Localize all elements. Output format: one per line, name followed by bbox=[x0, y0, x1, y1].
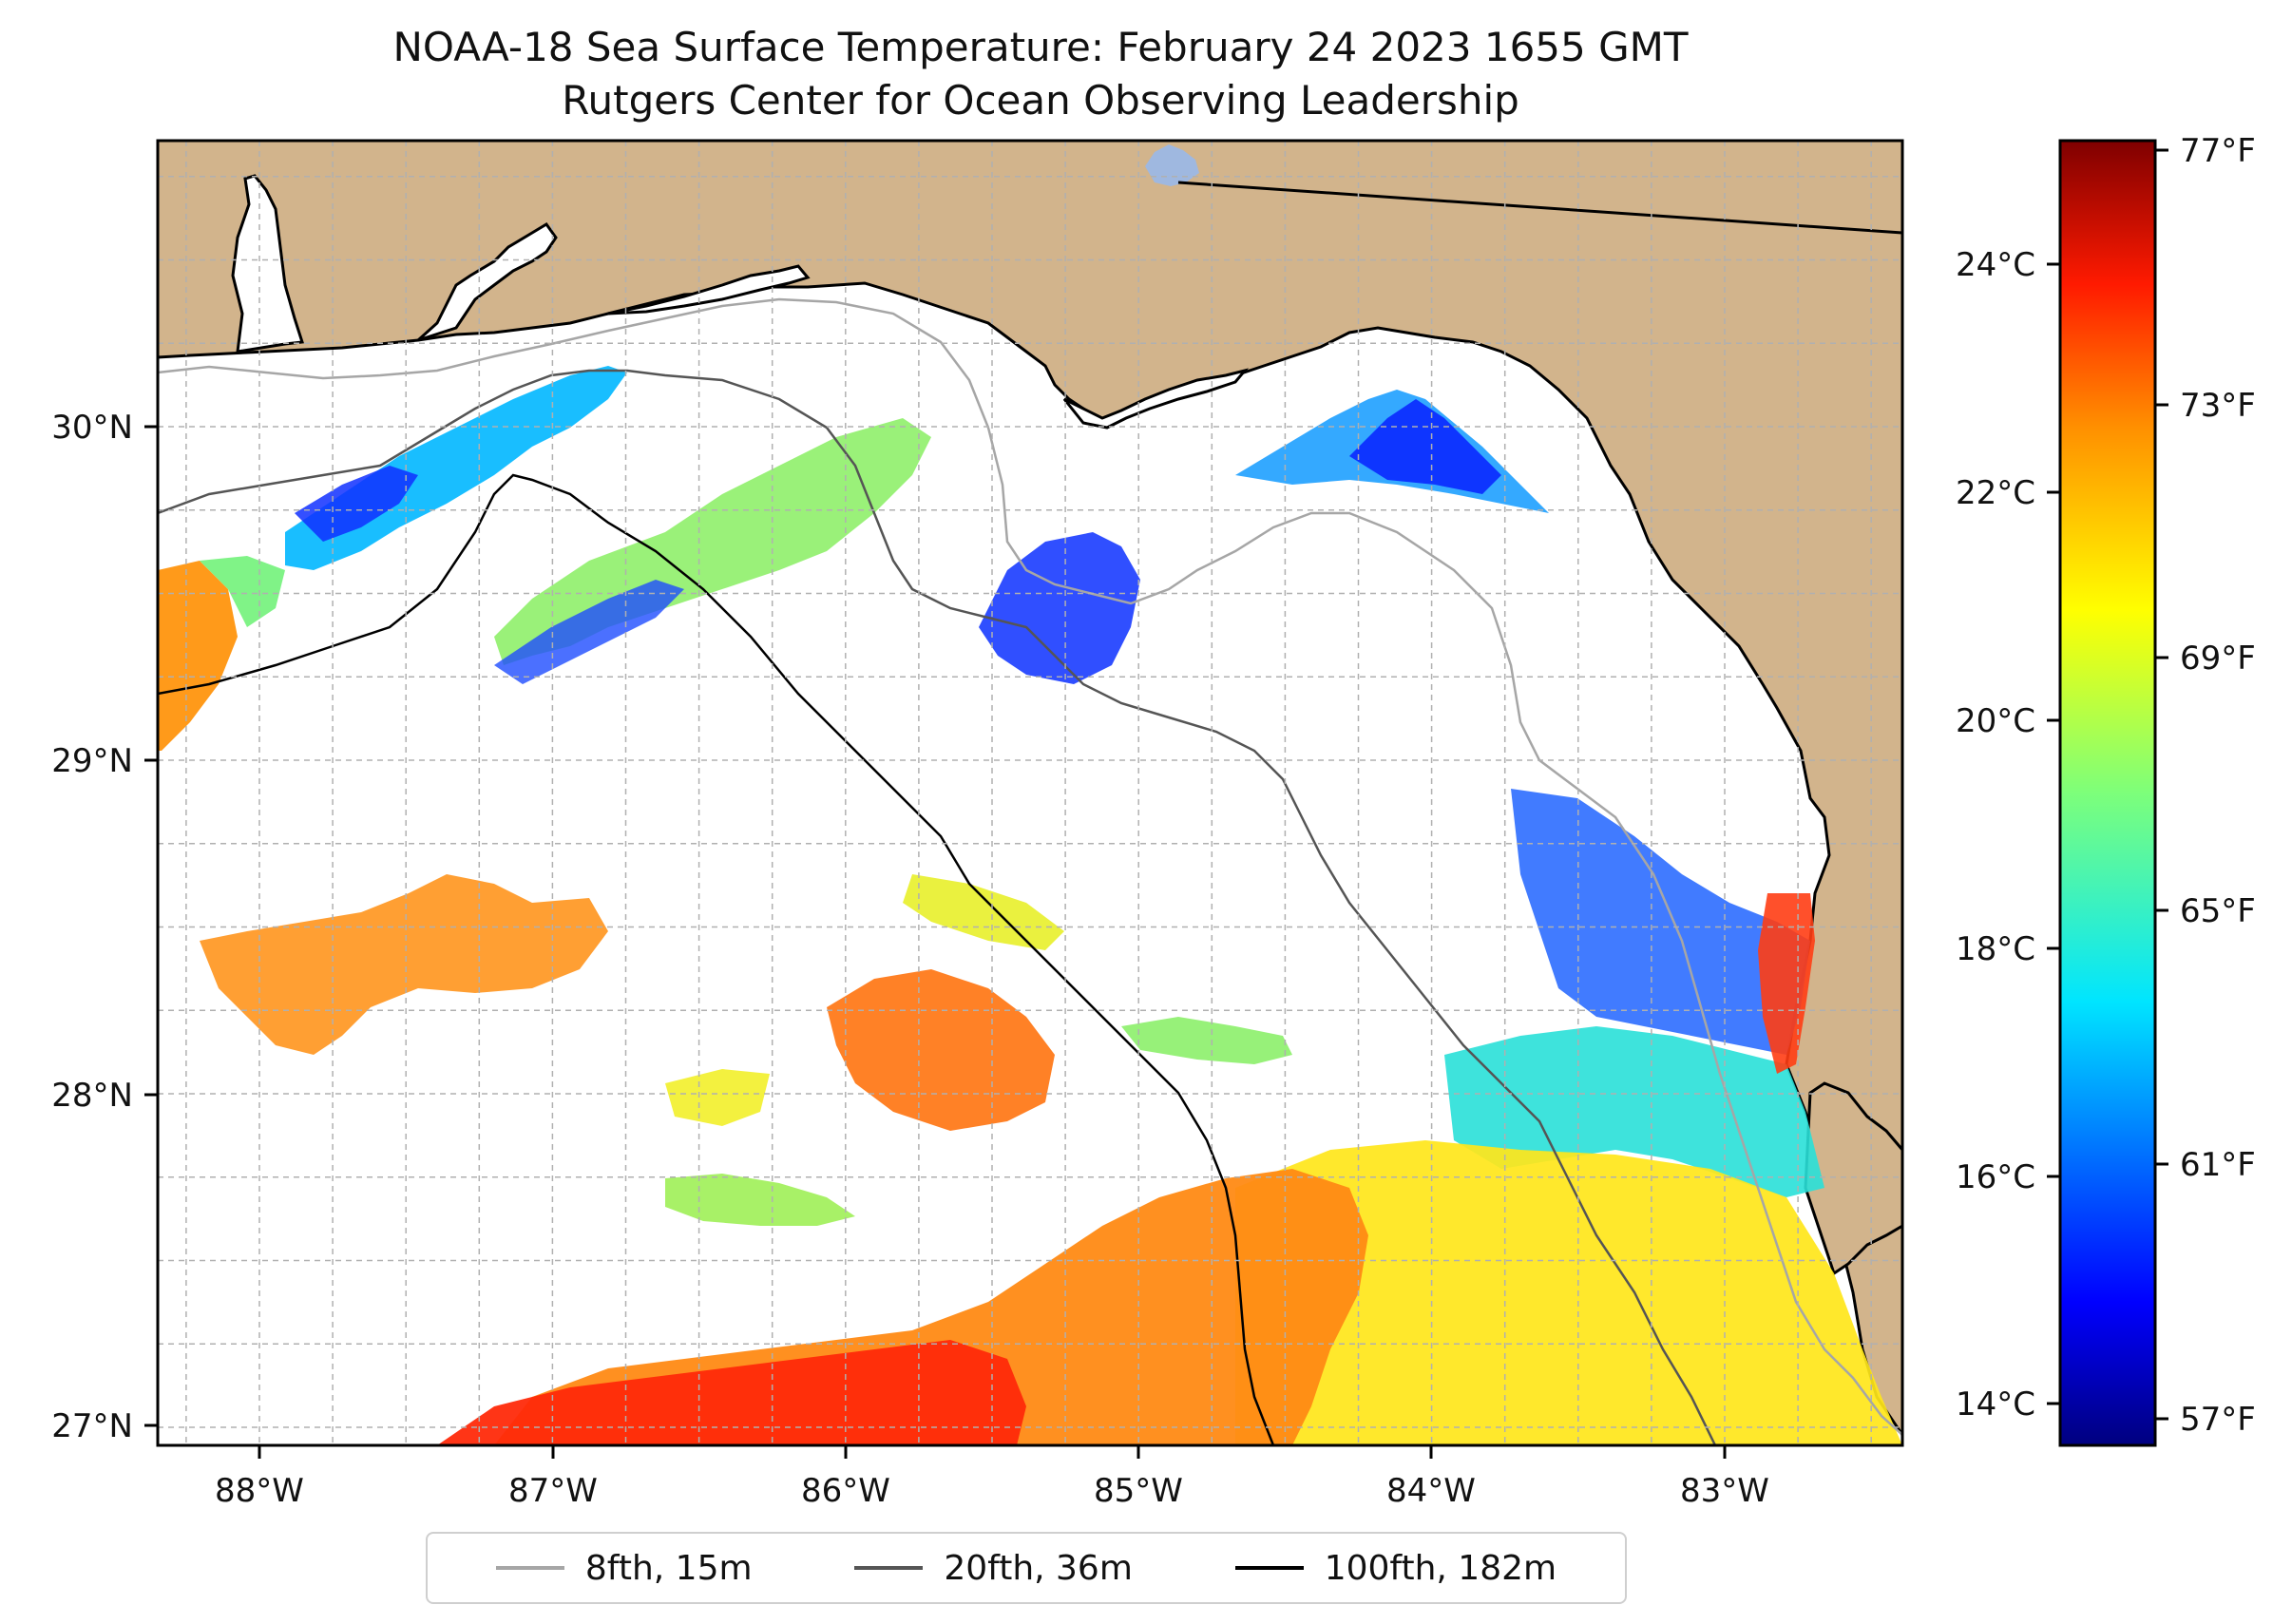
title-line-2: Rutgers Center for Ocean Observing Leade… bbox=[562, 77, 1519, 124]
legend-item-8fth: 8fth, 15m bbox=[495, 1548, 753, 1588]
lat-label-29n: 29°N bbox=[51, 742, 133, 780]
colorbar: 24°C 22°C 20°C 18°C 16°C 14°C 77°F 73°F … bbox=[1956, 132, 2256, 1447]
colorbar-label-69f: 69°F bbox=[2180, 640, 2256, 678]
lon-label-87w: 87°W bbox=[508, 1472, 598, 1510]
map-panel bbox=[158, 141, 1902, 1445]
lat-label-30n: 30°N bbox=[51, 409, 133, 447]
sst-patch-mid-central-yellow bbox=[903, 874, 1064, 950]
colorbar-label-18c: 18°C bbox=[1956, 930, 2035, 968]
colorbar-gradient bbox=[2058, 139, 2157, 1447]
colorbar-label-73f: 73°F bbox=[2180, 387, 2256, 425]
isobath-legend: 8fth, 15m 20fth, 36m 100fth, 182m bbox=[426, 1532, 1627, 1604]
lat-axis: 30°N 29°N 28°N 27°N bbox=[51, 409, 158, 1445]
colorbar-label-16c: 16°C bbox=[1956, 1158, 2035, 1196]
colorbar-label-14c: 14°C bbox=[1956, 1385, 2035, 1423]
map-frame bbox=[156, 139, 1904, 1447]
tampa-bay bbox=[1804, 1081, 1902, 1276]
legend-swatch-20fth bbox=[854, 1566, 924, 1570]
sst-patch-far-west-orange bbox=[158, 561, 238, 751]
legend-label-20fth: 20fth, 36m bbox=[944, 1548, 1133, 1588]
colorbar-label-77f: 77°F bbox=[2180, 132, 2256, 170]
legend-label-8fth: 8fth, 15m bbox=[584, 1548, 753, 1588]
colorbar-label-61f: 61°F bbox=[2180, 1146, 2256, 1184]
legend-swatch-8fth bbox=[495, 1566, 564, 1570]
sst-patch-mid-green-strip bbox=[1121, 1017, 1292, 1064]
apalachicola-bay bbox=[1062, 368, 1250, 430]
isobath-8fth-15m bbox=[158, 297, 1902, 1436]
lat-label-27n: 27°N bbox=[51, 1407, 133, 1445]
title-line-1: NOAA-18 Sea Surface Temperature: Februar… bbox=[392, 24, 1689, 70]
sst-patch-mid-west-orange bbox=[200, 874, 608, 1055]
pensacola-bay bbox=[416, 222, 558, 342]
lon-label-85w: 85°W bbox=[1094, 1472, 1183, 1510]
sst-patch-lower-green bbox=[665, 1174, 855, 1226]
sst-patch-west-green bbox=[200, 556, 285, 627]
legend-swatch-100fth bbox=[1234, 1566, 1304, 1570]
lon-label-88w: 88°W bbox=[215, 1472, 304, 1510]
colorbar-label-24c: 24°C bbox=[1956, 246, 2035, 284]
sst-patch-steinhatchee-blue bbox=[1349, 399, 1501, 494]
lon-axis: 88°W 87°W 86°W 85°W 84°W 83°W bbox=[215, 1445, 1769, 1510]
map-title: NOAA-18 Sea Surface Temperature: Februar… bbox=[0, 21, 2081, 127]
sst-patch-apalachicola-blue bbox=[979, 532, 1140, 684]
isobath-20fth-36m bbox=[158, 369, 1717, 1445]
legend-item-100fth: 100fth, 182m bbox=[1234, 1548, 1557, 1588]
legend-label-100fth: 100fth, 182m bbox=[1324, 1548, 1557, 1588]
colorbar-label-22c: 22°C bbox=[1956, 474, 2035, 512]
lon-label-84w: 84°W bbox=[1386, 1472, 1476, 1510]
colorbar-fahrenheit-axis bbox=[2155, 148, 2168, 1421]
sst-patch-se-coast-blue bbox=[1511, 789, 1810, 1055]
lon-label-86w: 86°W bbox=[801, 1472, 890, 1510]
sst-patch-mid-small-yellow bbox=[665, 1069, 770, 1126]
legend-item-20fth: 20fth, 36m bbox=[854, 1549, 1133, 1588]
sst-patch-se-coast-red bbox=[1758, 893, 1815, 1074]
sst-patch-south-yellow bbox=[1235, 1140, 1902, 1445]
colorbar-label-65f: 65°F bbox=[2180, 892, 2256, 930]
sst-patch-south-red bbox=[437, 1340, 1026, 1445]
lon-label-83w: 83°W bbox=[1680, 1472, 1769, 1510]
colorbar-celsius-axis bbox=[2047, 262, 2060, 1405]
colorbar-label-20c: 20°C bbox=[1956, 702, 2035, 740]
state-boundary bbox=[1177, 181, 1902, 235]
lat-label-28n: 28°N bbox=[51, 1077, 133, 1115]
colorbar-label-57f: 57°F bbox=[2180, 1401, 2256, 1439]
sst-patch-nw-deepblue bbox=[295, 466, 418, 542]
choctawhatchee-bay bbox=[607, 264, 811, 315]
sst-patch-central-blue bbox=[494, 580, 684, 684]
map-gridlines bbox=[158, 141, 1902, 1445]
